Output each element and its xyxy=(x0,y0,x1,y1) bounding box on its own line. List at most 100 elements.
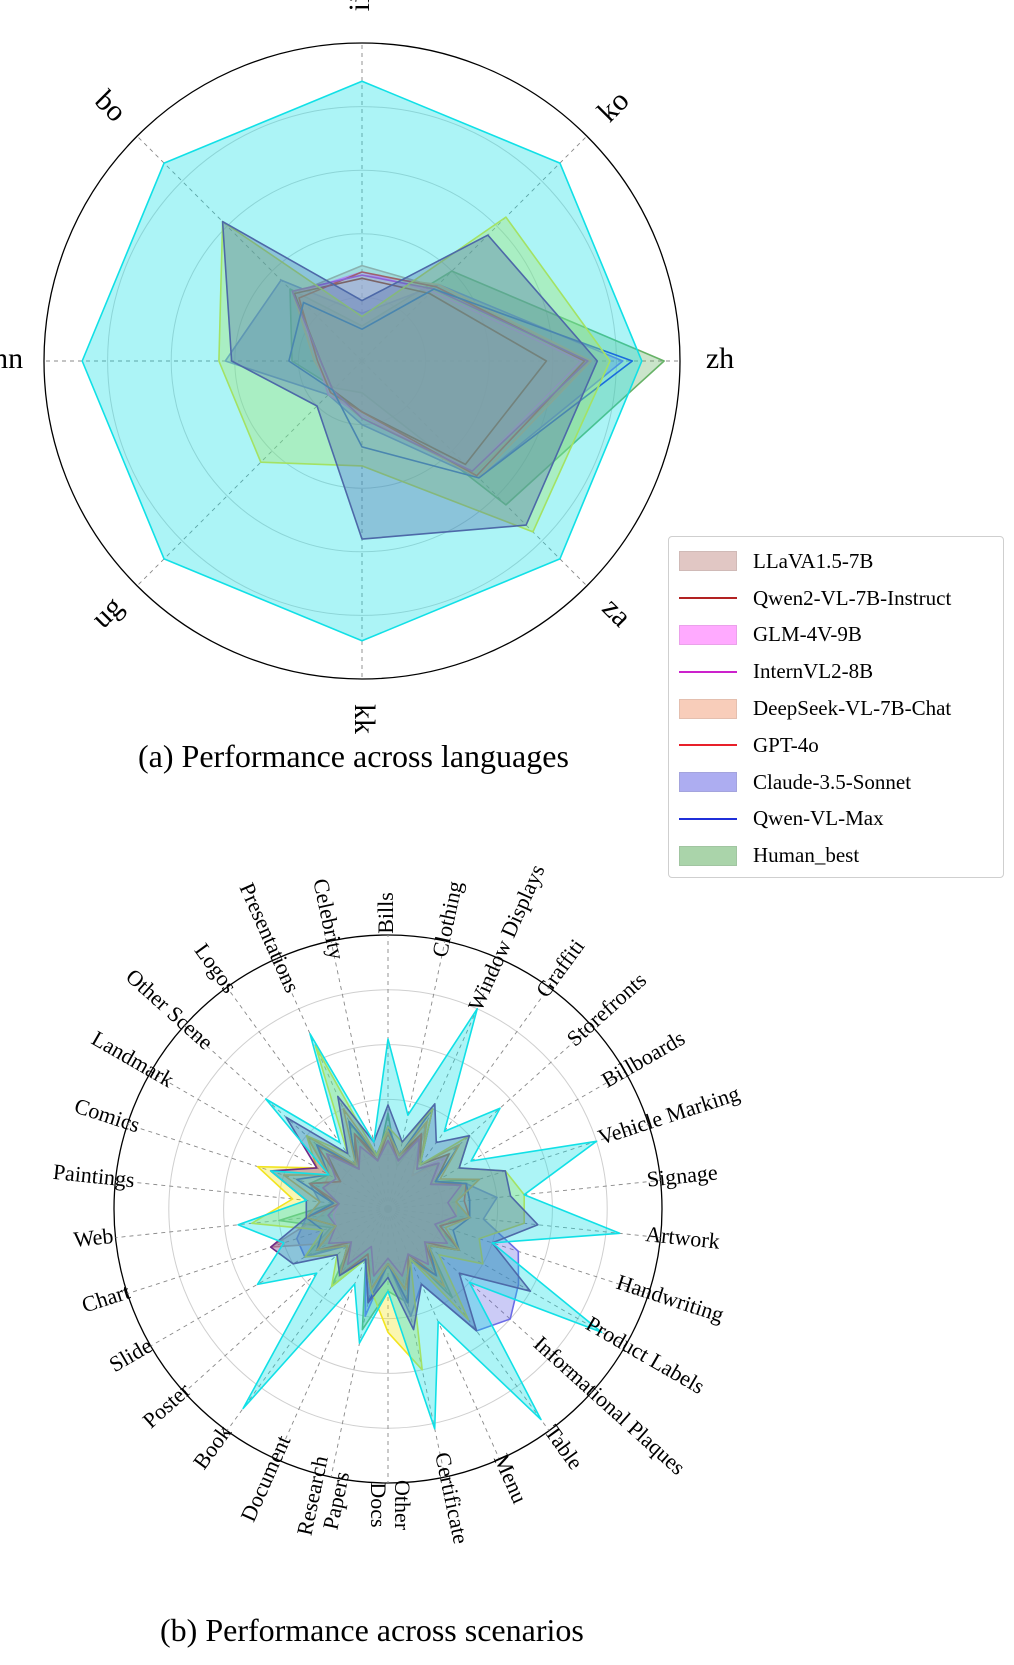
legend-swatch xyxy=(679,735,737,755)
grid-ring xyxy=(234,233,490,489)
legend-item-human-best: Human_best xyxy=(679,837,1003,874)
legend-item-glm-4v-9b: GLM-4V-9B xyxy=(679,617,1003,654)
chart-legend: LLaVA1.5-7B Qwen2-VL-7B-Instruct GLM-4V-9B… xyxy=(668,536,1004,878)
category-label-research-papers: ResearchPapers xyxy=(292,1453,357,1542)
axis-spoke xyxy=(150,1208,389,1347)
caption-scenarios: (b) Performance across scenarios xyxy=(160,1612,584,1648)
axis-spoke xyxy=(115,1179,389,1210)
radar-languages: ii ko zh za kk ug mn bo xyxy=(0,0,734,734)
legend-item-gpt-4o: GPT-4o xyxy=(679,727,1003,764)
axis-spoke xyxy=(184,1208,389,1393)
category-label-bo: bo xyxy=(88,84,133,129)
category-label-comics: Comics xyxy=(71,1093,143,1138)
axis-spoke xyxy=(387,1208,446,1478)
legend-label: GPT-4o xyxy=(753,732,819,757)
axis-spoke xyxy=(387,1025,592,1210)
grid-ring xyxy=(107,106,617,616)
caption-languages: (a) Performance across languages xyxy=(138,738,569,774)
category-label-certificate: Certificate xyxy=(430,1450,474,1546)
axis-spoke xyxy=(361,360,588,587)
axis-spoke xyxy=(387,1208,592,1393)
legend-swatch xyxy=(679,588,737,608)
series-internvl2-8b xyxy=(291,274,589,473)
category-label-logos: Logos xyxy=(190,938,243,997)
axis-spoke xyxy=(387,1208,500,1460)
axis-spoke xyxy=(387,1123,649,1210)
axis-spoke xyxy=(330,940,389,1210)
series-yellow xyxy=(218,216,611,533)
legend-label: Qwen-VL-Max xyxy=(753,806,884,831)
legend-swatch xyxy=(679,624,737,645)
legend-swatch xyxy=(679,698,737,719)
category-label-kk: kk xyxy=(348,704,381,734)
category-label-document: Document xyxy=(235,1431,295,1525)
category-label-ii: ii xyxy=(343,0,376,11)
category-label-za: za xyxy=(596,591,638,633)
legend-swatch xyxy=(679,551,737,572)
category-label-ko: ko xyxy=(591,84,636,129)
axis-spoke xyxy=(226,987,389,1210)
category-label-web: Web xyxy=(72,1223,114,1252)
category-label-clothing: Clothing xyxy=(427,879,467,960)
legend-label: Human_best xyxy=(753,843,860,868)
legend-swatch xyxy=(679,772,737,793)
category-label-slide: Slide xyxy=(105,1333,157,1377)
legend-item-llava1-5-7b: LLaVA1.5-7B xyxy=(679,543,1003,580)
axis-spoke xyxy=(387,958,500,1210)
series-gpt-4o xyxy=(298,271,586,477)
series-internvl2-8b xyxy=(322,1138,462,1277)
axis-spoke xyxy=(136,360,363,587)
legend-label: Claude-3.5-Sonnet xyxy=(753,769,912,794)
series-qwen-vl-max xyxy=(288,288,634,479)
series-cyan xyxy=(81,80,643,642)
axis-spoke xyxy=(387,987,550,1210)
legend-item-internvl2-8b: InternVL2-8B xyxy=(679,653,1003,690)
grid-ring xyxy=(170,169,554,553)
category-label-presentations: Presentations xyxy=(235,879,306,996)
category-label-billboards: Billboards xyxy=(597,1025,689,1092)
category-label-zh: zh xyxy=(706,342,734,375)
axis-spoke xyxy=(387,1208,626,1347)
category-label-signage: Signage xyxy=(646,1160,719,1192)
grid-ring xyxy=(277,1098,499,1320)
category-label-menu: Menu xyxy=(489,1450,533,1507)
category-label-vehicle-marking: Vehicle Marking xyxy=(595,1081,743,1150)
category-label-mn: mn xyxy=(0,342,23,375)
axis-spoke xyxy=(276,958,389,1210)
legend-swatch xyxy=(679,662,737,682)
category-label-artwork: Artwork xyxy=(644,1221,721,1254)
axis-spoke xyxy=(361,135,588,362)
axis-spoke xyxy=(127,1208,389,1295)
legend-label: DeepSeek-VL-7B-Chat xyxy=(753,696,952,721)
category-label-chart: Chart xyxy=(79,1279,133,1318)
outer-frame xyxy=(43,42,681,680)
legend-label: LLaVA1.5-7B xyxy=(753,548,874,573)
legend-swatch xyxy=(679,845,737,866)
category-label-table: Table xyxy=(540,1420,589,1474)
legend-item-claude-3-5-sonnet: Claude-3.5-Sonnet xyxy=(679,764,1003,801)
legend-item-deepseek-vl-7b-chat: DeepSeek-VL-7B-Chat xyxy=(679,690,1003,727)
category-label-graffiti: Graffiti xyxy=(531,934,590,1002)
legend-label: GLM-4V-9B xyxy=(753,622,862,647)
category-label-handwriting: Handwriting xyxy=(614,1269,727,1327)
category-label-other-scene: Other Scene xyxy=(121,964,218,1055)
category-label-celebrity: Celebrity xyxy=(308,876,349,961)
legend-item-qwen2-vl-7b-instruct: Qwen2-VL-7B-Instruct xyxy=(679,580,1003,617)
category-label-other-docs: OtherDocs xyxy=(366,1480,415,1531)
category-label-poster: Poster xyxy=(138,1377,196,1433)
legend-label: InternVL2-8B xyxy=(753,659,874,684)
axis-spoke xyxy=(150,1071,389,1210)
series-cyan xyxy=(237,1007,621,1430)
axis-spoke xyxy=(387,1071,626,1210)
legend-label: Qwen2-VL-7B-Instruct xyxy=(753,585,952,610)
category-label-paintings: Paintings xyxy=(52,1159,136,1192)
category-label-book: Book xyxy=(188,1420,236,1473)
axis-spoke xyxy=(226,1208,389,1431)
category-label-landmark: Landmark xyxy=(88,1025,179,1092)
series-purple xyxy=(269,1095,539,1332)
axis-spoke xyxy=(136,135,363,362)
axis-spoke xyxy=(387,940,446,1210)
legend-swatch xyxy=(679,809,737,829)
